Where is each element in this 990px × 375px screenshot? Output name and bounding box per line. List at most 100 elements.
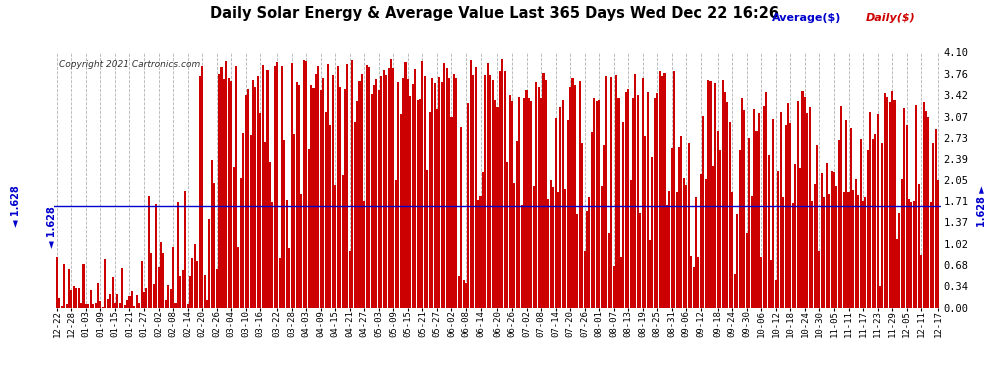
Bar xyxy=(276,62,278,308)
Bar xyxy=(831,171,833,308)
Bar xyxy=(73,286,75,308)
Bar xyxy=(898,213,900,308)
Bar xyxy=(668,191,670,308)
Bar xyxy=(642,78,644,308)
Bar xyxy=(278,258,280,307)
Bar xyxy=(201,66,203,308)
Bar xyxy=(693,267,695,308)
Bar xyxy=(918,184,920,308)
Bar xyxy=(653,98,655,308)
Bar xyxy=(838,140,840,308)
Bar xyxy=(431,78,434,308)
Bar xyxy=(557,192,559,308)
Bar xyxy=(842,192,844,308)
Bar xyxy=(797,101,799,308)
Bar xyxy=(559,107,561,307)
Bar xyxy=(821,173,823,308)
Bar xyxy=(579,81,581,308)
Bar xyxy=(663,73,665,308)
Bar xyxy=(213,183,215,308)
Bar xyxy=(380,76,382,307)
Bar xyxy=(414,69,416,308)
Text: Average($): Average($) xyxy=(772,13,842,23)
Bar xyxy=(707,80,709,308)
Bar xyxy=(920,255,922,308)
Bar xyxy=(854,179,856,308)
Bar xyxy=(223,79,225,308)
Bar xyxy=(385,75,387,307)
Bar xyxy=(886,97,888,308)
Bar xyxy=(436,109,438,308)
Bar xyxy=(523,98,525,308)
Bar xyxy=(313,88,315,308)
Bar xyxy=(167,285,169,308)
Bar xyxy=(712,165,714,308)
Bar xyxy=(85,304,87,307)
Bar xyxy=(484,75,486,307)
Bar xyxy=(139,303,141,307)
Bar xyxy=(117,294,119,308)
Bar xyxy=(879,286,881,308)
Bar xyxy=(240,178,242,308)
Bar xyxy=(644,136,646,308)
Bar xyxy=(925,111,927,308)
Bar xyxy=(702,117,704,308)
Bar xyxy=(554,118,556,308)
Bar xyxy=(499,71,501,308)
Bar xyxy=(741,98,743,308)
Bar xyxy=(526,90,528,308)
Bar xyxy=(620,257,622,307)
Bar xyxy=(356,100,358,308)
Bar xyxy=(705,178,707,308)
Bar xyxy=(134,306,136,308)
Bar xyxy=(303,60,305,308)
Bar xyxy=(199,75,201,308)
Bar xyxy=(743,110,745,308)
Bar xyxy=(206,300,208,307)
Bar xyxy=(531,101,533,308)
Bar xyxy=(494,100,496,308)
Bar xyxy=(933,142,935,308)
Bar xyxy=(727,102,729,308)
Bar xyxy=(591,132,593,308)
Bar xyxy=(564,189,566,308)
Bar xyxy=(923,102,925,308)
Bar xyxy=(230,81,233,308)
Bar xyxy=(70,290,72,308)
Bar xyxy=(417,100,419,308)
Bar xyxy=(753,109,755,308)
Bar xyxy=(378,90,380,308)
Bar xyxy=(598,100,600,308)
Bar xyxy=(455,78,457,308)
Bar xyxy=(628,89,630,308)
Text: 1.628 ►: 1.628 ► xyxy=(977,185,987,227)
Bar xyxy=(739,150,741,308)
Bar xyxy=(177,202,179,308)
Bar xyxy=(269,162,271,308)
Bar xyxy=(538,87,540,308)
Bar xyxy=(809,107,811,307)
Bar xyxy=(330,125,332,308)
Bar xyxy=(737,214,739,308)
Bar xyxy=(160,242,162,308)
Bar xyxy=(264,142,266,308)
Bar xyxy=(583,251,586,308)
Bar xyxy=(92,304,94,307)
Bar xyxy=(152,284,154,308)
Bar xyxy=(514,183,516,308)
Bar xyxy=(283,140,285,308)
Bar xyxy=(179,276,181,308)
Bar xyxy=(68,269,70,308)
Bar xyxy=(172,248,174,308)
Bar xyxy=(864,196,866,308)
Bar xyxy=(606,76,608,307)
Bar xyxy=(446,68,447,308)
Bar xyxy=(874,134,876,308)
Bar xyxy=(194,244,196,308)
Bar xyxy=(893,100,896,308)
Bar xyxy=(762,106,765,307)
Bar xyxy=(228,78,230,308)
Bar xyxy=(603,145,605,308)
Bar xyxy=(77,288,79,308)
Bar xyxy=(695,196,697,308)
